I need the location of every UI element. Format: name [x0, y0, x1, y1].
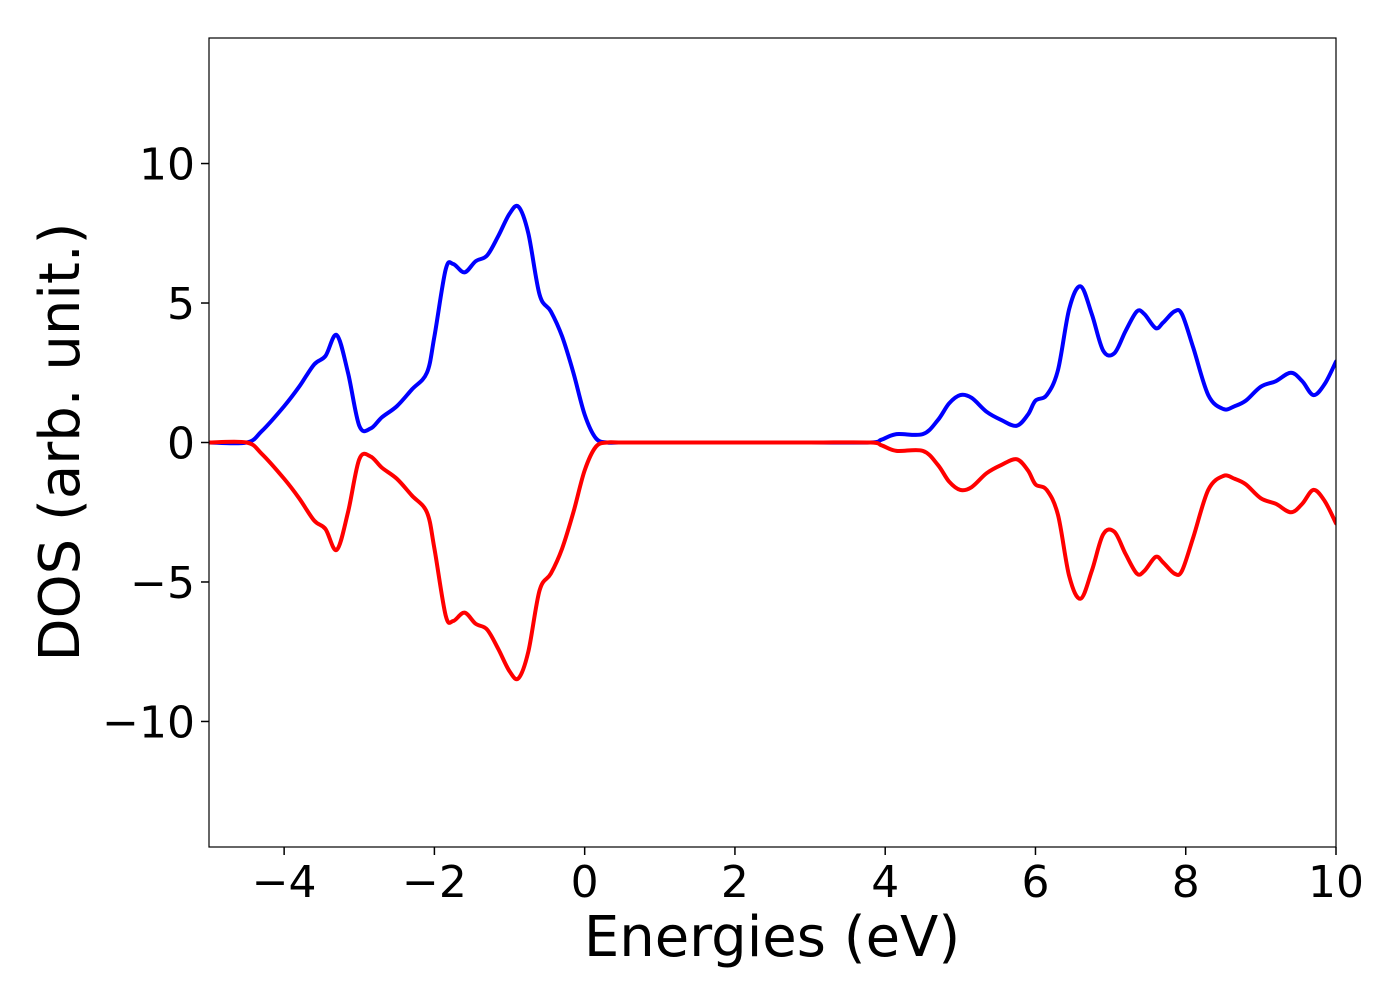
- x-tick-label: −2: [402, 857, 467, 908]
- dos-series-line-2: [209, 439, 1336, 682]
- x-axis-title: Energies (eV): [584, 905, 960, 970]
- y-axis-title: DOS (arb. unit.): [28, 222, 93, 661]
- series-layer: [209, 203, 1336, 682]
- x-tick-label: 10: [1308, 857, 1364, 908]
- dos-series-line-1: [209, 203, 1336, 446]
- y-tick-label: 10: [139, 140, 195, 191]
- y-tick-label: 5: [167, 279, 195, 330]
- x-tick-label: 4: [871, 857, 899, 908]
- x-tick-label: 6: [1021, 857, 1049, 908]
- x-tick-label: −4: [252, 857, 317, 908]
- x-tick-label: 2: [721, 857, 749, 908]
- y-tick-label: 0: [167, 419, 195, 470]
- x-axis-ticks: −4 −2 0 2 4 6 8 10: [252, 847, 1364, 908]
- y-tick-label: −5: [130, 558, 195, 609]
- y-tick-label: −10: [102, 697, 195, 748]
- x-tick-label: 8: [1172, 857, 1200, 908]
- x-tick-label: 0: [571, 857, 599, 908]
- y-axis-ticks: 10 5 0 −5 −10: [102, 140, 209, 748]
